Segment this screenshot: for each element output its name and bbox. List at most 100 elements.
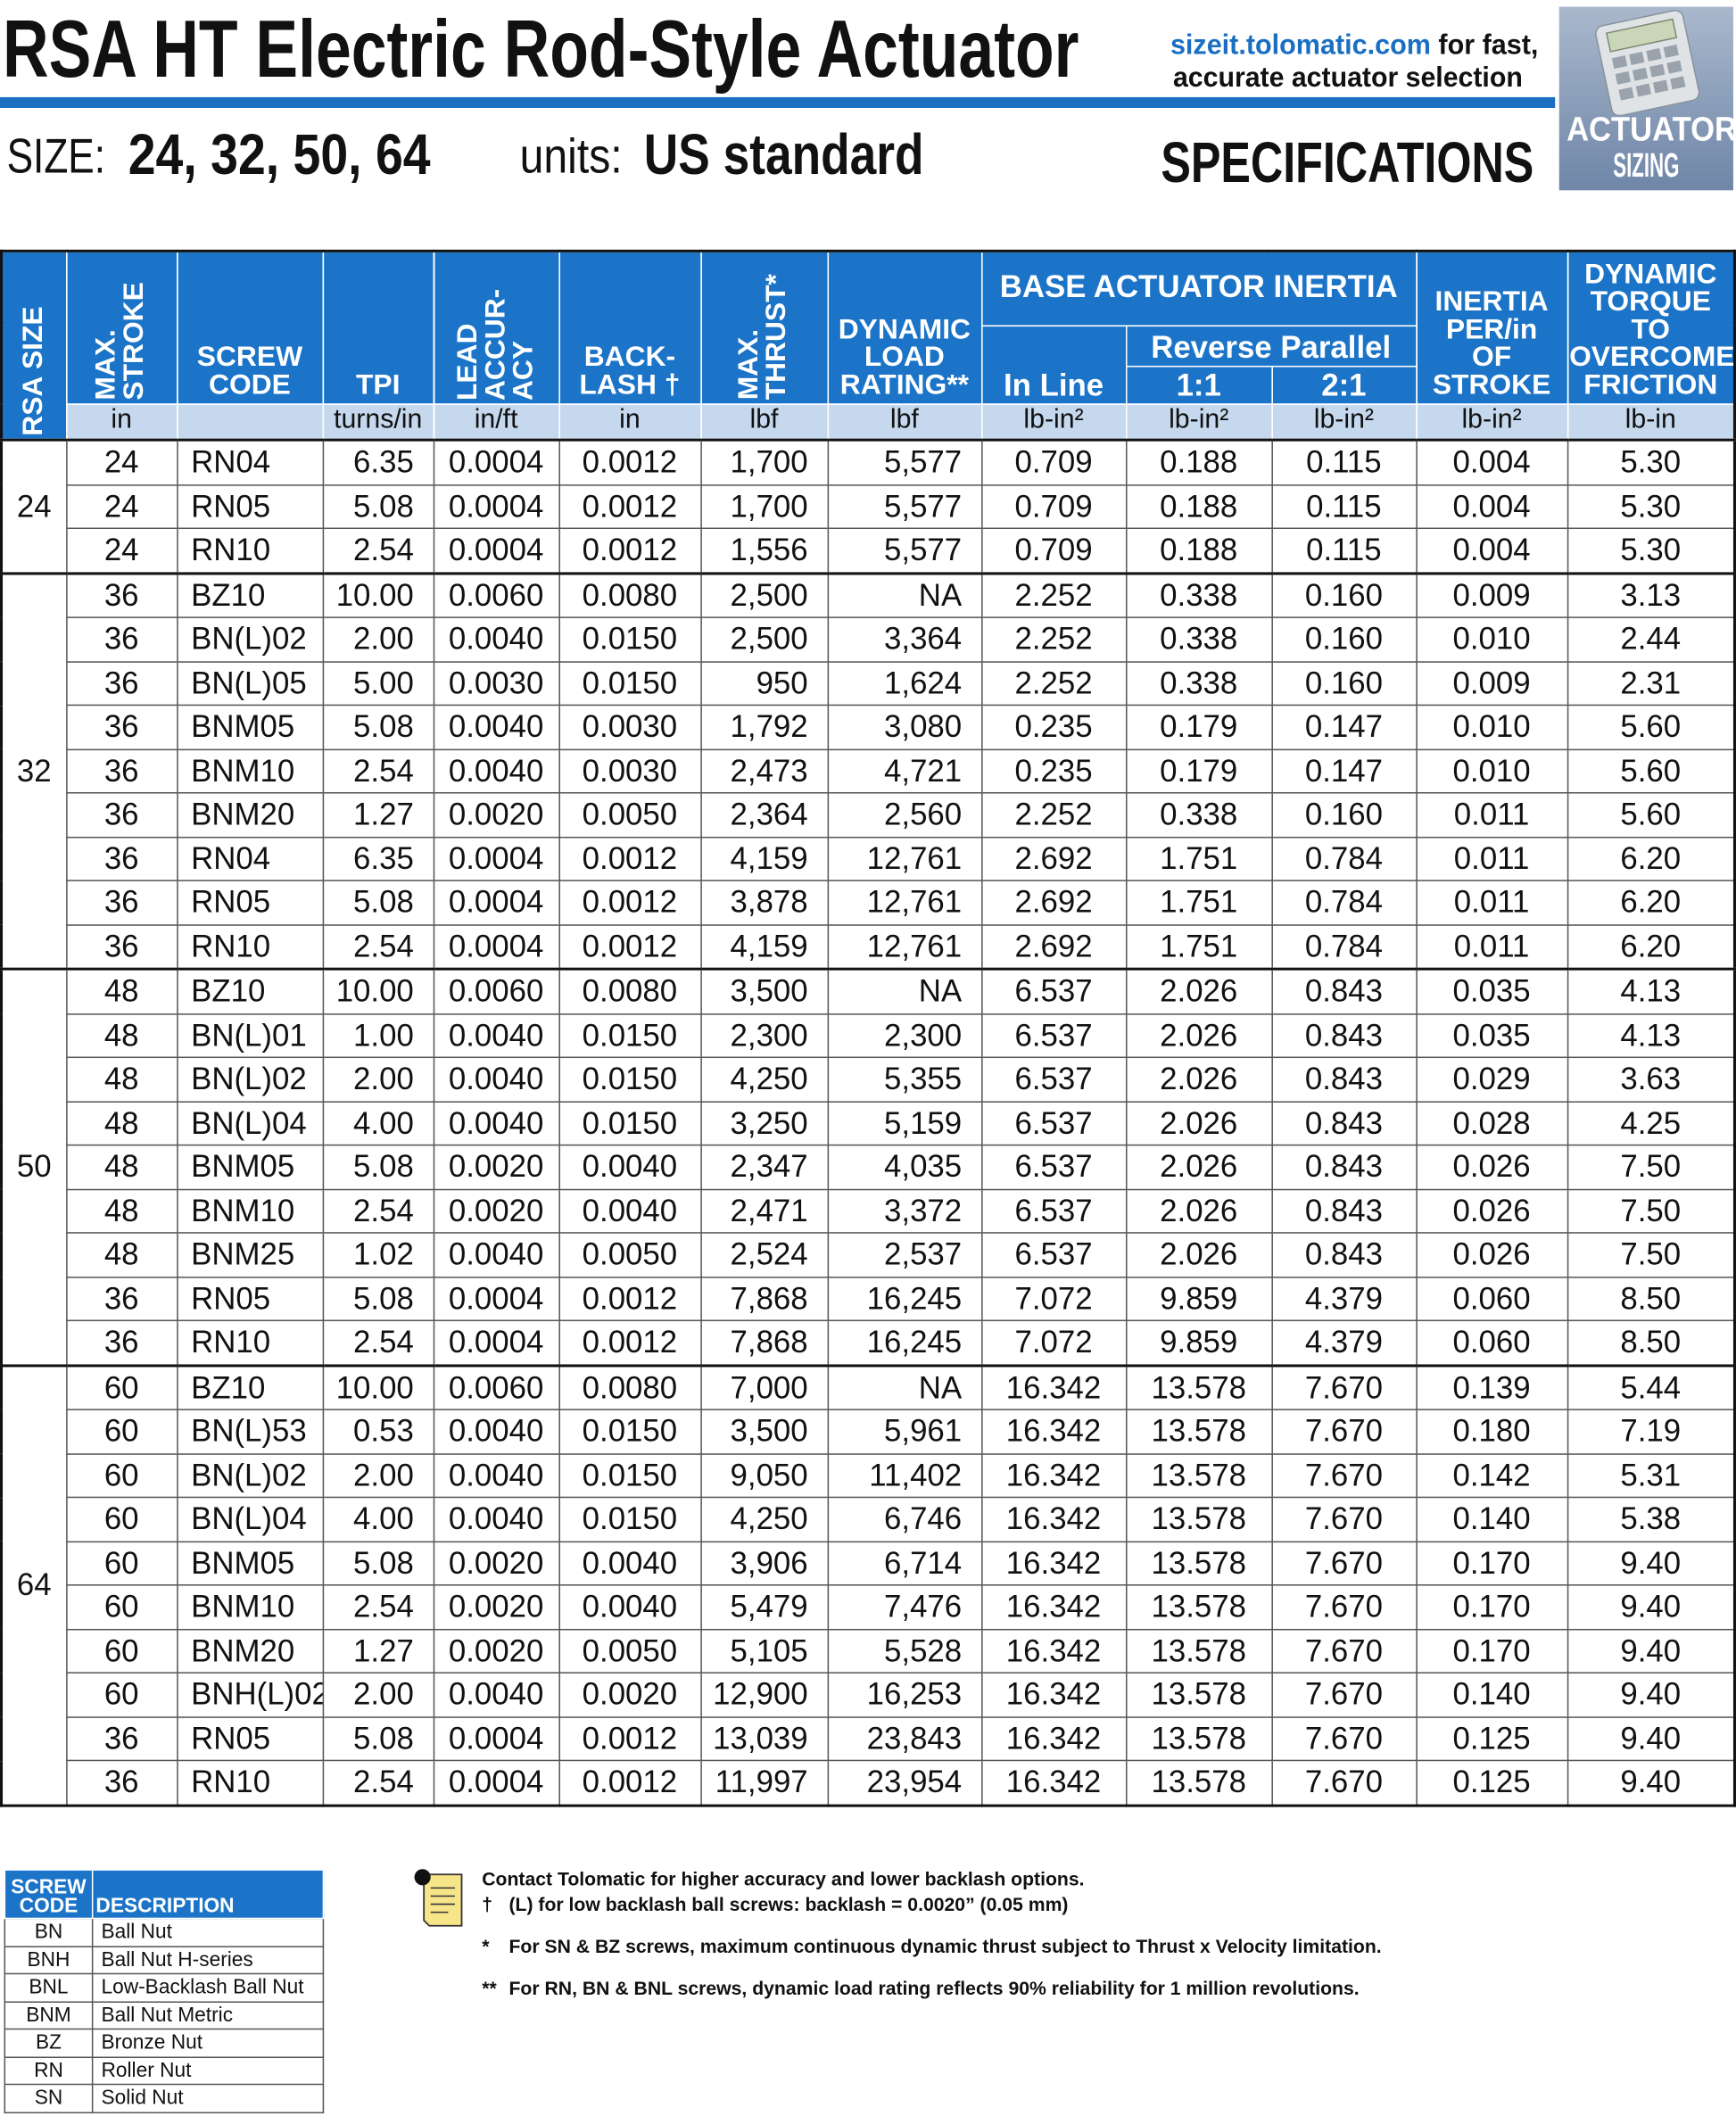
data-cell: BNM20 bbox=[176, 1628, 324, 1674]
data-cell: 2,560 bbox=[826, 792, 982, 838]
data-cell: 2.026 bbox=[1125, 1188, 1273, 1234]
header-line: TORQUE TO bbox=[1590, 285, 1711, 345]
data-cell: 0.338 bbox=[1125, 616, 1273, 663]
data-cell: 0.0040 bbox=[432, 616, 560, 663]
data-row: 60 BNM10 2.54 0.0020 0.0040 5,479 7,476 16.342 1… bbox=[2, 1584, 1736, 1630]
data-cell: 0.709 bbox=[980, 484, 1127, 530]
data-cell: 0.0150 bbox=[558, 616, 702, 663]
data-cell: 0.0030 bbox=[558, 748, 702, 794]
data-cell: 7.072 bbox=[980, 1276, 1127, 1322]
data-cell: 0.0012 bbox=[558, 1715, 702, 1762]
data-cell: RN04 bbox=[176, 438, 324, 485]
unit-label: turns/in bbox=[321, 402, 434, 441]
data-cell: BN(L)01 bbox=[176, 1013, 324, 1059]
data-cell: 16.342 bbox=[980, 1363, 1127, 1410]
column-header: DYNAMIC LOAD RATING** bbox=[826, 250, 982, 405]
data-cell: 5,577 bbox=[826, 484, 982, 530]
section-wrap: SPECIFICATIONS bbox=[1161, 131, 1632, 194]
data-cell: 60 bbox=[65, 1496, 178, 1542]
data-cell: 7.072 bbox=[980, 1319, 1127, 1366]
data-cell: 3.13 bbox=[1567, 571, 1736, 618]
data-cell: 60 bbox=[65, 1584, 178, 1630]
data-cell: 0.784 bbox=[1270, 836, 1418, 881]
column-header: BACK- LASH † bbox=[558, 250, 702, 405]
data-cell: 2.026 bbox=[1125, 967, 1273, 1014]
data-cell: 0.0040 bbox=[432, 1452, 560, 1499]
tagline-2: accurate actuator selection bbox=[1172, 62, 1523, 94]
table-head: RSA SIZE MAX. STROKE SCREW CODE TPI LEAD ACCUR-… bbox=[0, 250, 1736, 441]
tagline-2-wrap: accurate actuator selection bbox=[1173, 61, 1541, 95]
data-cell: 9.40 bbox=[1567, 1672, 1736, 1718]
data-cell: 16.342 bbox=[980, 1540, 1127, 1586]
data-cell: 0.0080 bbox=[558, 1363, 702, 1410]
data-cell: 2.252 bbox=[980, 792, 1127, 838]
note-icon bbox=[414, 1869, 463, 1927]
data-cell: 2,473 bbox=[699, 748, 829, 794]
data-cell: BN(L)53 bbox=[176, 1409, 324, 1455]
data-cell: 4.379 bbox=[1270, 1276, 1418, 1322]
sizing-badge[interactable]: ACTUATOR SIZING bbox=[1558, 6, 1736, 191]
column-header: MAX. THRUST* bbox=[699, 250, 829, 405]
data-cell: 2.00 bbox=[321, 1452, 434, 1499]
unit-label: in bbox=[65, 402, 178, 441]
data-cell: 0.235 bbox=[980, 748, 1127, 794]
data-cell: 3,878 bbox=[699, 880, 829, 926]
data-cell: 16.342 bbox=[980, 1759, 1127, 1806]
data-cell: 5.30 bbox=[1567, 484, 1736, 530]
data-cell: 7.670 bbox=[1270, 1496, 1418, 1542]
data-cell: 12,761 bbox=[826, 923, 982, 970]
header-line: LOAD bbox=[864, 342, 945, 374]
units-row: in turns/in in/ft in lbf lbf lb-in² lb-in² lb-in… bbox=[2, 402, 1736, 441]
data-cell: 0.0012 bbox=[558, 1319, 702, 1366]
data-cell: 11,997 bbox=[699, 1759, 829, 1806]
table-body: 24 24 RN04 6.35 0.0004 0.0012 1,700 5,577 0.709 0… bbox=[0, 438, 1736, 1806]
data-cell: 0.011 bbox=[1415, 923, 1568, 970]
data-cell: BN(L)05 bbox=[176, 660, 324, 707]
data-cell: 0.0150 bbox=[558, 1056, 702, 1103]
data-cell: 0.060 bbox=[1415, 1276, 1568, 1322]
data-cell: 0.180 bbox=[1415, 1409, 1568, 1455]
data-cell: 36 bbox=[65, 1276, 178, 1322]
badge-text: ACTUATOR SIZING bbox=[1559, 112, 1736, 186]
data-cell: 48 bbox=[65, 1232, 178, 1277]
calculator-icon bbox=[1595, 9, 1700, 115]
data-cell: 6.20 bbox=[1567, 880, 1736, 926]
data-cell: RN05 bbox=[176, 1276, 324, 1322]
data-cell: BN(L)04 bbox=[176, 1100, 324, 1146]
title-rule bbox=[0, 96, 1556, 109]
data-cell: 36 bbox=[65, 660, 178, 707]
data-cell: 2,500 bbox=[699, 616, 829, 663]
data-cell: 2.692 bbox=[980, 836, 1127, 881]
data-cell: 2.026 bbox=[1125, 1013, 1273, 1059]
data-cell: 7.670 bbox=[1270, 1452, 1418, 1499]
column-header: In Line bbox=[980, 324, 1127, 405]
data-cell: 48 bbox=[65, 1188, 178, 1234]
data-cell: 7.670 bbox=[1270, 1540, 1418, 1586]
data-cell: 5,961 bbox=[826, 1409, 982, 1455]
data-cell: 0.0012 bbox=[558, 923, 702, 970]
data-cell: 0.009 bbox=[1415, 571, 1568, 618]
data-cell: 6.35 bbox=[321, 836, 434, 881]
data-cell: BNM25 bbox=[176, 1232, 324, 1277]
tagline-text: for fast, bbox=[1438, 29, 1539, 62]
data-cell: 0.160 bbox=[1270, 571, 1418, 618]
data-cell: 5,105 bbox=[699, 1628, 829, 1674]
data-row: 36 BN(L)05 5.00 0.0030 0.0150 950 1,624 2.252 0.… bbox=[2, 660, 1736, 707]
link[interactable]: sizeit.tolomatic.com bbox=[1170, 29, 1431, 62]
data-cell: 16.342 bbox=[980, 1628, 1127, 1674]
data-cell: 9.40 bbox=[1567, 1584, 1736, 1630]
data-cell: 13.578 bbox=[1125, 1759, 1273, 1806]
data-cell: 6.537 bbox=[980, 1232, 1127, 1277]
data-cell: 0.115 bbox=[1270, 484, 1418, 530]
size-label-wrap: SIZE: bbox=[7, 127, 128, 186]
data-row: 48 BNM10 2.54 0.0020 0.0040 2,471 3,372 6.537 2.… bbox=[2, 1188, 1736, 1234]
data-cell: 16.342 bbox=[980, 1496, 1127, 1542]
data-cell: BNM10 bbox=[176, 1188, 324, 1234]
note-text: Contact Tolomatic for higher accuracy an… bbox=[482, 1867, 1085, 1889]
header-line: DYNAMIC bbox=[1584, 258, 1717, 290]
column-header: 1:1 bbox=[1125, 365, 1273, 405]
data-cell: RN05 bbox=[176, 484, 324, 530]
data-cell: 0.235 bbox=[980, 704, 1127, 750]
data-cell: 7.670 bbox=[1270, 1409, 1418, 1455]
